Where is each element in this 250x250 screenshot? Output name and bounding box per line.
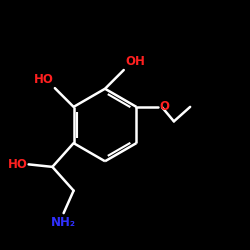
Text: OH: OH [125, 55, 145, 68]
Text: NH₂: NH₂ [51, 216, 76, 229]
Text: O: O [160, 100, 170, 113]
Text: HO: HO [34, 73, 54, 86]
Text: HO: HO [8, 158, 27, 171]
